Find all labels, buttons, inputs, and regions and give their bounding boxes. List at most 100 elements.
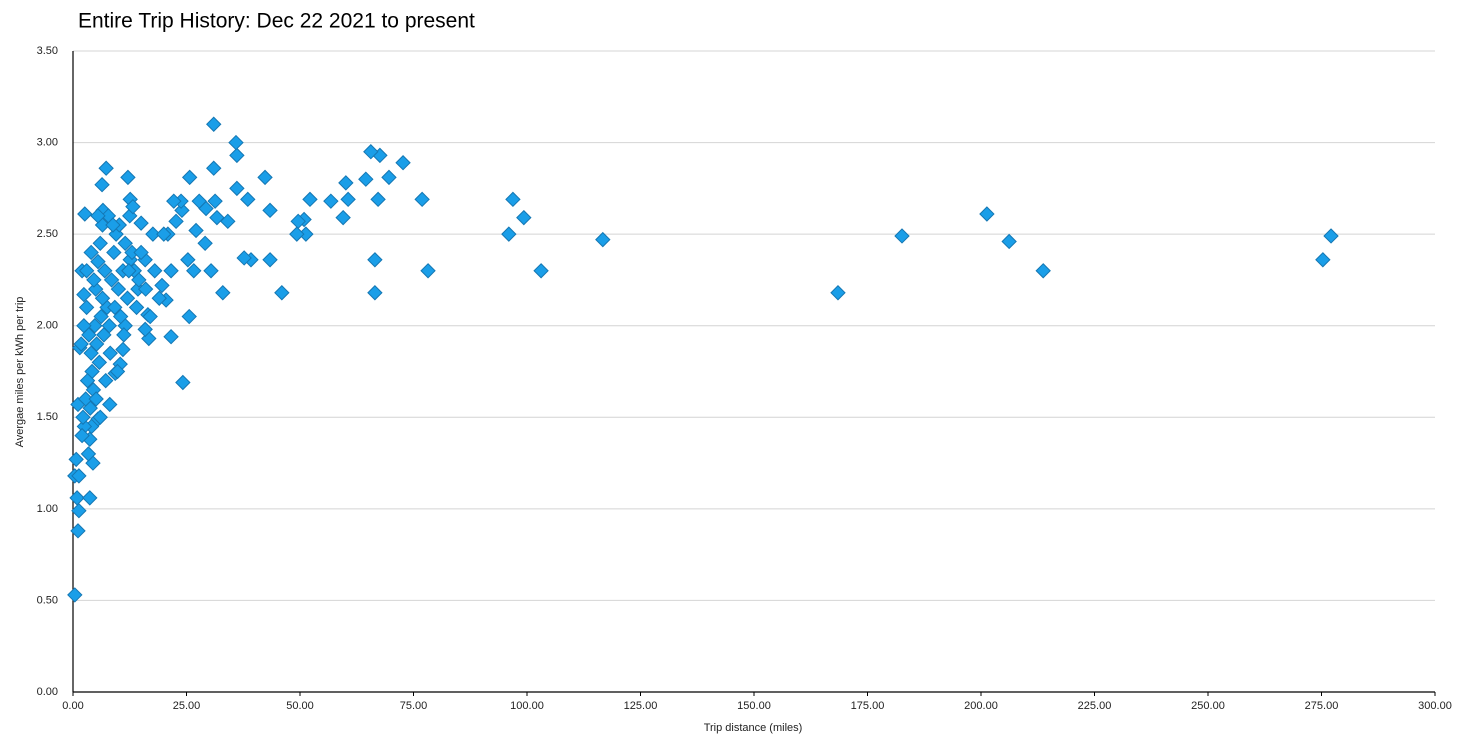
- point: [257, 169, 273, 186]
- point: [370, 191, 386, 208]
- point: [102, 345, 118, 361]
- y-tick-label: 0.00: [37, 686, 58, 698]
- point: [110, 281, 127, 297]
- point: [69, 490, 85, 506]
- point: [420, 263, 436, 279]
- point: [78, 263, 95, 279]
- point: [1035, 263, 1051, 279]
- point: [90, 253, 106, 270]
- y-tick-label: 3.50: [37, 45, 58, 57]
- point: [137, 321, 153, 338]
- point: [395, 155, 411, 171]
- chart-title: Entire Trip History: Dec 22 2021 to pres…: [78, 10, 475, 33]
- point: [78, 391, 94, 407]
- point: [163, 328, 179, 345]
- point: [131, 272, 147, 288]
- point: [117, 235, 133, 252]
- point: [381, 169, 397, 186]
- point: [142, 308, 158, 325]
- point: [68, 451, 84, 468]
- x-tick-label: 275.00: [1305, 700, 1339, 712]
- point: [70, 523, 86, 539]
- point: [79, 372, 96, 389]
- point: [240, 191, 256, 208]
- point: [133, 244, 149, 261]
- point: [137, 281, 154, 297]
- point: [94, 176, 110, 193]
- point: [181, 169, 198, 186]
- y-tick-label: 3.00: [37, 136, 58, 148]
- y-tick-label: 1.50: [37, 411, 58, 423]
- x-tick-label: 0.00: [62, 700, 83, 712]
- point: [203, 263, 219, 279]
- point: [73, 336, 89, 352]
- point: [323, 193, 339, 209]
- point: [90, 208, 106, 224]
- point: [1001, 233, 1017, 250]
- point: [335, 209, 351, 226]
- point: [107, 299, 123, 316]
- point: [174, 202, 190, 219]
- point: [119, 290, 136, 306]
- point: [363, 144, 379, 160]
- point: [128, 299, 145, 316]
- point: [186, 263, 202, 279]
- point: [92, 235, 108, 252]
- point: [83, 244, 99, 261]
- point: [180, 252, 196, 268]
- point: [175, 374, 191, 391]
- point: [181, 308, 197, 325]
- point: [76, 318, 92, 334]
- point: [121, 263, 137, 279]
- point: [88, 391, 104, 407]
- point: [116, 327, 132, 343]
- x-tick-label: 75.00: [400, 700, 428, 712]
- point: [302, 191, 318, 208]
- y-tick-label: 1.00: [37, 503, 58, 515]
- point: [71, 468, 87, 484]
- x-axis-label: Trip distance (miles): [704, 722, 803, 734]
- point: [228, 134, 244, 151]
- x-tick-label: 225.00: [1078, 700, 1112, 712]
- point: [229, 180, 245, 197]
- point: [163, 263, 179, 279]
- point: [71, 502, 87, 519]
- point: [367, 285, 383, 301]
- point: [289, 226, 305, 242]
- point: [188, 222, 204, 239]
- y-tick-label: 0.50: [37, 594, 58, 606]
- point: [133, 215, 149, 231]
- point: [145, 226, 161, 242]
- point: [274, 285, 290, 301]
- point: [236, 250, 252, 266]
- point: [206, 160, 222, 176]
- point: [154, 277, 170, 294]
- point: [86, 272, 102, 288]
- x-tick-label: 100.00: [510, 700, 544, 712]
- point: [67, 587, 83, 603]
- point: [1323, 228, 1339, 244]
- point: [209, 209, 225, 226]
- point: [102, 396, 118, 413]
- point: [94, 290, 111, 306]
- point: [77, 206, 93, 222]
- point: [166, 193, 182, 209]
- point: [501, 226, 517, 242]
- point: [75, 409, 91, 425]
- point: [105, 217, 121, 233]
- point: [74, 427, 90, 444]
- point: [533, 263, 549, 279]
- y-axis-label: Avergae miles per kWh per trip: [14, 297, 26, 448]
- point: [229, 147, 245, 164]
- point: [151, 290, 167, 306]
- point: [595, 231, 611, 248]
- point: [516, 209, 532, 226]
- point: [106, 244, 122, 261]
- point: [147, 263, 163, 279]
- point: [207, 193, 223, 209]
- point: [112, 308, 129, 325]
- point: [141, 330, 157, 347]
- point: [830, 285, 846, 301]
